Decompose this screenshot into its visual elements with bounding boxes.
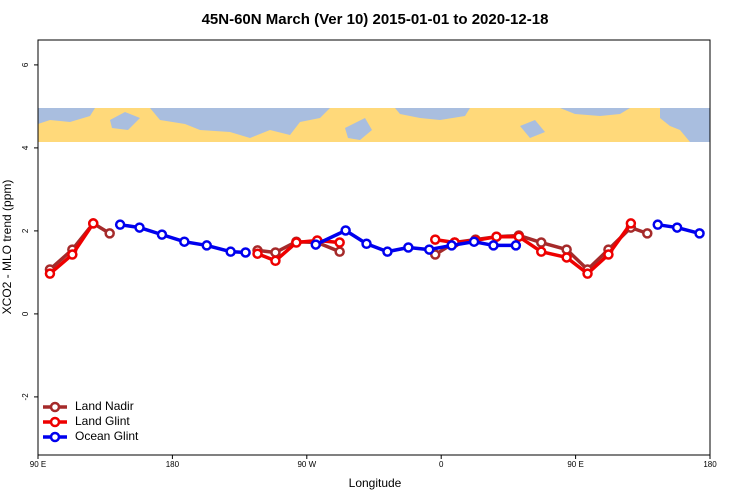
y-axis-title: XCO2 - MLO trend (ppm) [0,180,14,315]
plot-frame [37,39,711,456]
data-point [179,236,190,247]
x-axis-title: Longitude [349,476,402,490]
data-point [671,222,683,233]
data-point [403,242,414,253]
data-point [240,247,251,258]
data-point [536,246,547,257]
data-point [134,222,145,233]
data-point [424,244,435,255]
x-tick-label: 90 W [297,460,316,469]
data-point [694,228,705,239]
data-point [582,268,593,279]
x-tick-label: 180 [703,460,717,469]
data-point [340,225,351,236]
data-point [270,255,281,267]
data-point [642,228,653,239]
data-point [310,239,322,250]
map-water [520,120,545,138]
data-point [334,237,345,248]
y-tick-label: 6 [21,62,30,67]
data-point [510,240,522,251]
data-point [201,240,212,251]
legend-label: Ocean Glint [75,429,139,443]
legend-marker [49,416,61,428]
data-point [491,231,502,242]
data-point [429,234,441,245]
data-point [291,237,302,248]
data-point [114,219,126,230]
data-point [536,237,547,248]
map-water [660,108,710,142]
data-point [270,247,281,258]
data-point [225,246,236,257]
y-tick-label: 2 [21,228,30,233]
legend-marker [49,431,61,443]
map-band [38,108,710,142]
legend-marker [49,401,61,413]
data-point [561,252,572,263]
legend-label: Land Nadir [75,399,134,413]
map-water [395,108,470,120]
data-point [488,240,499,251]
data-point [156,229,168,240]
data-point [625,218,637,229]
x-tick-label: 90 E [567,460,583,469]
data-point [44,268,56,279]
x-tick-label: 90 E [30,460,46,469]
y-tick-label: -2 [21,393,30,401]
data-point [468,236,480,247]
data-point [88,218,99,229]
data-point [67,249,78,260]
legend-label: Land Glint [75,414,130,428]
data-point [652,219,663,230]
data-point [603,249,614,260]
data-point [446,240,457,251]
y-tick-label: 0 [21,311,30,316]
x-tick-label: 180 [166,460,180,469]
map-water [150,108,330,138]
data-point [104,228,115,239]
data-point [382,246,393,257]
y-tick-label: 4 [21,145,30,150]
map-water [560,108,630,116]
data-point [361,238,372,250]
map-water [38,108,95,124]
x-tick-label: 0 [439,460,444,469]
data-point [252,248,263,259]
data-point [513,231,525,242]
chart-title: 45N-60N March (Ver 10) 2015-01-01 to 202… [202,11,549,28]
map-water [345,118,372,140]
data-point [334,246,345,257]
map-water [110,112,140,130]
